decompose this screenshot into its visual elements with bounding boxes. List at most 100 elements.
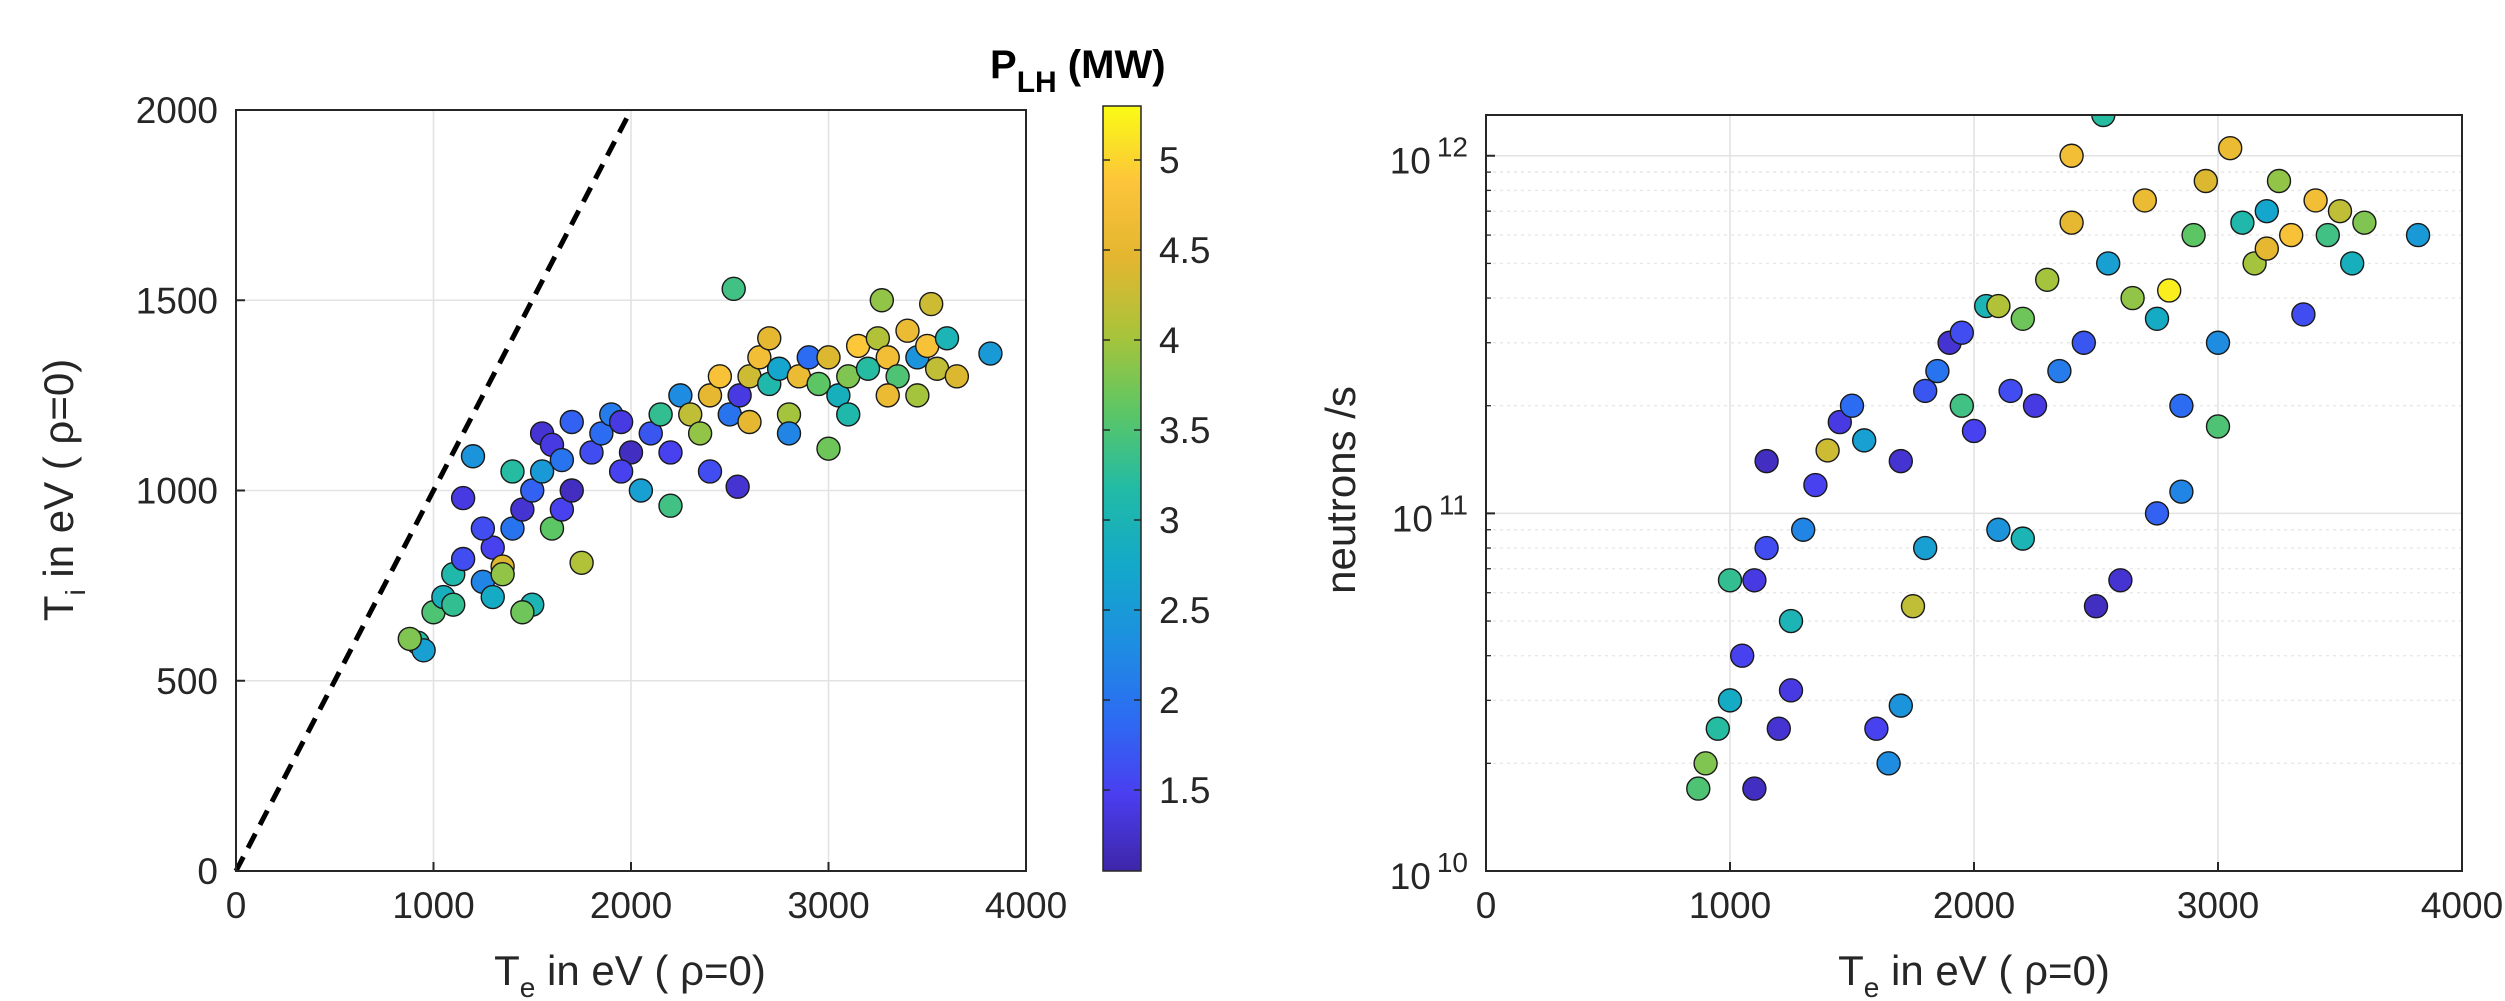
data-point	[1717, 688, 1743, 713]
data-point	[806, 371, 831, 397]
data-point	[855, 356, 881, 381]
data-point	[450, 485, 476, 511]
data-point	[2156, 278, 2182, 303]
data-point	[1986, 293, 2011, 319]
data-point	[2132, 188, 2158, 213]
data-point	[2278, 222, 2304, 248]
x-tick-label: 4000	[985, 885, 1067, 926]
data-point	[1778, 678, 1804, 703]
data-point	[1766, 716, 1792, 741]
data-point	[1949, 320, 1975, 345]
right-points	[1686, 115, 2431, 801]
data-point	[490, 562, 515, 587]
data-point	[2169, 479, 2194, 504]
data-point	[816, 436, 841, 461]
data-point	[2083, 594, 2109, 619]
data-point	[460, 444, 486, 469]
data-point	[1754, 448, 1779, 474]
data-point	[865, 326, 891, 351]
data-point	[2217, 135, 2243, 161]
y-tick-label: 0	[197, 851, 218, 892]
data-point	[2071, 330, 2097, 355]
data-point	[480, 535, 505, 560]
x-tick-label: 1000	[1689, 885, 1771, 926]
data-point	[1888, 448, 1914, 474]
data-point	[1876, 751, 1901, 776]
data-point	[1900, 594, 1926, 619]
data-point	[978, 341, 1003, 366]
data-point	[1961, 418, 1987, 444]
data-point	[1778, 608, 1804, 634]
data-point	[1912, 535, 1938, 561]
y-tick-label: 10 12	[1390, 132, 1468, 182]
data-point	[589, 421, 614, 446]
data-point	[2205, 414, 2231, 439]
data-point	[2266, 168, 2292, 194]
colorbar-title: PLH (MW)	[990, 43, 1166, 99]
data-point	[569, 550, 594, 575]
x-tick-label: 0	[1476, 885, 1497, 926]
data-point	[2315, 222, 2341, 248]
data-point	[727, 383, 752, 408]
x-tick-label: 4000	[2421, 885, 2503, 926]
data-point	[2339, 251, 2365, 276]
data-point	[628, 478, 654, 503]
data-point	[2108, 568, 2133, 593]
data-point	[1686, 776, 1711, 801]
colorbar-ticks: 1.5 2 2.5 3 3.5 4 4.5 5	[1103, 140, 1210, 811]
data-point	[905, 383, 930, 408]
data-point	[1754, 535, 1779, 561]
data-point	[500, 459, 525, 484]
data-point	[1986, 517, 2011, 542]
data-point	[1888, 693, 1914, 718]
data-point	[441, 592, 466, 617]
data-point	[2010, 306, 2036, 332]
data-point	[2169, 393, 2194, 418]
colorbar-tick-label: 2	[1159, 680, 1180, 721]
data-point	[2022, 393, 2048, 418]
data-point	[875, 383, 900, 408]
data-point	[529, 459, 555, 484]
data-point	[1729, 643, 1755, 668]
data-point	[1717, 568, 1743, 593]
data-point	[2144, 501, 2170, 526]
data-point	[1742, 776, 1767, 801]
data-point	[1839, 393, 1865, 418]
colorbar: PLH (MW) 1.5 2 2.5 3 3.5 4 4.5 5	[990, 43, 1210, 872]
data-point	[826, 383, 851, 408]
data-point	[549, 447, 575, 473]
data-point	[2034, 267, 2060, 292]
data-point	[2059, 210, 2084, 235]
data-point	[687, 421, 713, 446]
data-point	[668, 383, 693, 408]
data-point	[1827, 409, 1853, 435]
data-point	[2091, 115, 2116, 128]
data-point	[2144, 306, 2170, 332]
right-grid	[1486, 115, 2462, 871]
data-point	[500, 516, 525, 541]
data-point	[559, 409, 584, 435]
colorbar-gradient	[1102, 105, 1142, 872]
x-tick-label: 2000	[1933, 885, 2015, 926]
data-point	[1851, 428, 1877, 453]
y-tick-label: 1000	[136, 471, 218, 512]
data-point	[470, 516, 496, 541]
x-tick-label: 1000	[392, 885, 474, 926]
data-point	[1949, 393, 1975, 418]
data-point	[707, 364, 733, 389]
left-points	[397, 276, 1003, 663]
data-point	[2405, 222, 2431, 248]
right-y-axis-label: neutrons /s	[1317, 386, 1364, 594]
data-point	[658, 493, 683, 518]
data-point	[2120, 285, 2145, 311]
data-point	[1864, 716, 1889, 741]
data-point	[944, 364, 970, 389]
data-point	[510, 600, 535, 625]
data-point	[1705, 716, 1731, 741]
data-point	[2254, 198, 2280, 224]
data-point	[2303, 188, 2328, 213]
data-point	[678, 402, 703, 427]
data-point	[1925, 358, 1950, 384]
data-point	[1790, 517, 1816, 542]
